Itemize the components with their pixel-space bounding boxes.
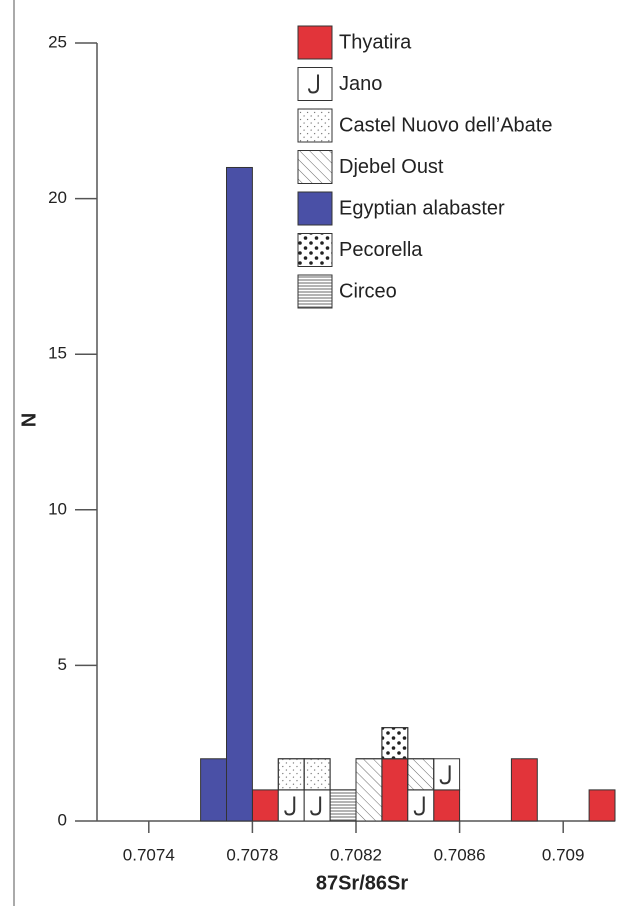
- y-axis-label: N: [18, 413, 40, 427]
- legend-swatch: [297, 191, 333, 226]
- bar-pattern: [303, 758, 331, 791]
- legend-glyph: [308, 74, 319, 94]
- x-tick-label: 0.709: [542, 845, 585, 864]
- legend-label: Circeo: [339, 280, 397, 302]
- x-axis-label: 87Sr/86Sr: [316, 872, 409, 894]
- bar: [433, 789, 461, 822]
- y-tick-label: 15: [48, 344, 67, 363]
- legend-label: Djebel Oust: [339, 156, 444, 178]
- y-tick-label: 0: [58, 810, 67, 829]
- bar-glyph: [439, 765, 451, 785]
- legend-pattern: [297, 150, 333, 184]
- legend-pattern: [297, 274, 333, 309]
- legend-label: Jano: [339, 73, 382, 95]
- bar: [277, 789, 305, 822]
- legend-label: Castel Nuovo dell’Abate: [339, 114, 552, 136]
- x-tick-label: 0.7074: [123, 845, 175, 864]
- legend-label: Thyatira: [339, 31, 412, 53]
- y-tick-label: 20: [48, 188, 67, 207]
- bar-pattern: [329, 789, 357, 822]
- bar: [303, 789, 331, 822]
- x-tick-label: 0.7082: [330, 845, 382, 864]
- legend-label: Egyptian alabaster: [339, 197, 505, 219]
- bar: [407, 789, 435, 822]
- bar: [510, 758, 538, 822]
- bar-pattern: [355, 758, 383, 822]
- legend-pattern: [297, 233, 333, 267]
- bar: [200, 758, 228, 822]
- bar: [226, 166, 253, 822]
- bar-glyph: [310, 796, 322, 816]
- legend-label: Pecorella: [339, 239, 423, 261]
- bar: [381, 758, 409, 822]
- bar: [251, 789, 279, 822]
- y-tick-label: 5: [58, 655, 67, 674]
- bar: [433, 758, 461, 791]
- y-tick-label: 25: [48, 32, 67, 51]
- bar-pattern: [407, 758, 435, 791]
- y-tick-label: 10: [48, 499, 67, 518]
- bar-glyph: [413, 796, 425, 816]
- bar-pattern: [381, 727, 409, 760]
- legend-swatch: [297, 67, 333, 101]
- bar-glyph: [284, 796, 296, 816]
- x-tick-label: 0.7078: [226, 845, 278, 864]
- legend-pattern: [297, 108, 333, 143]
- bar: [588, 789, 616, 822]
- bar-pattern: [277, 758, 305, 791]
- legend-swatch: [297, 25, 333, 60]
- x-tick-label: 0.7086: [434, 845, 486, 864]
